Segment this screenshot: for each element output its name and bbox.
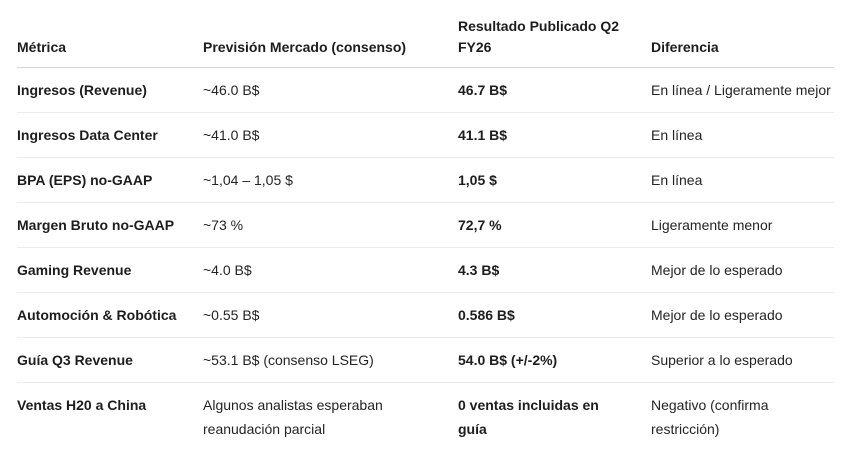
cell-difference: Negativo (confirma restricción) [651,397,769,437]
cell-result: 72,7 % [458,202,651,248]
table-container: Métrica Previsión Mercado (consenso) Res… [17,14,834,451]
cell-forecast: ~41.0 B$ [203,112,458,158]
table-row: Gaming Revenue ~4.0 B$ 4.3 B$ Mejor de l… [17,247,834,293]
cell-metric: Margen Bruto no-GAAP [17,202,203,248]
cell-result: 46.7 B$ [458,67,651,113]
cell-result: 41.1 B$ [458,112,651,158]
table-row: Automoción & Robótica ~0.55 B$ 0.586 B$ … [17,292,834,338]
cell-metric: Ingresos Data Center [17,112,203,158]
cell-forecast: ~4.0 B$ [203,247,458,293]
table-row: Margen Bruto no-GAAP ~73 % 72,7 % Ligera… [17,202,834,248]
cell-result: 0 ventas incluidas en guía [458,397,599,437]
cell-forecast: ~0.55 B$ [203,292,458,338]
cell-difference: En línea [651,112,834,158]
cell-result: 0.586 B$ [458,292,651,338]
column-header-prevision-mercado: Previsión Mercado (consenso) [203,14,458,68]
cell-difference: Superior a lo esperado [651,337,834,383]
cell-difference: En línea / Ligeramente mejor [651,67,834,113]
cell-metric: BPA (EPS) no-GAAP [17,157,203,203]
cell-result: 54.0 B$ (+/-2%) [458,337,651,383]
table-row: Ingresos (Revenue) ~46.0 B$ 46.7 B$ En l… [17,67,834,113]
cell-forecast: ~1,04 – 1,05 $ [203,157,458,203]
column-header-diferencia: Diferencia [651,14,834,68]
cell-forecast: ~73 % [203,202,458,248]
cell-result: 4.3 B$ [458,247,651,293]
cell-difference: En línea [651,157,834,203]
table-row: Guía Q3 Revenue ~53.1 B$ (consenso LSEG)… [17,337,834,383]
cell-result: 1,05 $ [458,157,651,203]
cell-metric: Ventas H20 a China [17,397,147,413]
header-row: Métrica Previsión Mercado (consenso) Res… [17,14,834,68]
cell-forecast: Algunos analistas esperaban reanudación … [203,397,383,437]
cell-difference: Mejor de lo esperado [651,292,834,338]
table-row: Ingresos Data Center ~41.0 B$ 41.1 B$ En… [17,112,834,158]
column-header-resultado-publicado: Resultado Publicado Q2 FY26 [458,14,651,68]
cell-metric: Gaming Revenue [17,247,203,293]
cell-forecast: ~46.0 B$ [203,67,458,113]
table-row: Ventas H20 a China Algunos analistas esp… [17,383,834,452]
table-row: BPA (EPS) no-GAAP ~1,04 – 1,05 $ 1,05 $ … [17,157,834,203]
comparison-table: Métrica Previsión Mercado (consenso) Res… [17,14,834,451]
cell-metric: Ingresos (Revenue) [17,67,203,113]
cell-forecast: ~53.1 B$ (consenso LSEG) [203,337,458,383]
cell-difference: Ligeramente menor [651,202,834,248]
cell-metric: Guía Q3 Revenue [17,337,203,383]
cell-difference: Mejor de lo esperado [651,247,834,293]
column-header-metrica: Métrica [17,14,203,68]
cell-metric: Automoción & Robótica [17,292,203,338]
